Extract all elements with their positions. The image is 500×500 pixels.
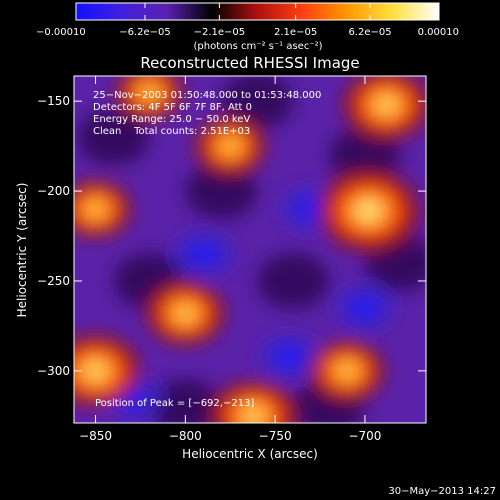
annotation-counts: Clean Total counts: 2.51E+03: [93, 126, 250, 137]
peak-position-label: Position of Peak = [−692,−213]: [95, 398, 254, 409]
colorbar-tick-label: −0.00010: [36, 27, 86, 38]
colorbar-tick-label: 6.2e−05: [348, 27, 391, 38]
y-tick-label: −300: [37, 364, 70, 378]
y-tick-label: −250: [37, 274, 70, 288]
x-tick-label: −800: [169, 429, 202, 443]
colorbar-tick-label: −2.1e−05: [194, 27, 246, 38]
x-tick-label: −750: [259, 429, 292, 443]
chart-title: Reconstructed RHESSI Image: [140, 54, 359, 72]
colorbar-tick-label: 0.00010: [418, 27, 459, 38]
colorbar: −0.00010 −6.2e−05 −2.1e−05 2.1e−05 6.2e−05 0.…: [36, 2, 459, 52]
footer-date: 30−May−2013 14:27: [388, 486, 496, 497]
x-tick-label: −700: [348, 429, 381, 443]
axis-ticks: −850 −800 −750 −700 −150 −200 −250 −300: [37, 76, 426, 443]
y-tick-label: −200: [37, 184, 70, 198]
colorbar-gradient: [75, 2, 440, 21]
x-axis-label: Heliocentric X (arcsec): [182, 447, 318, 461]
heatmap-image: [74, 76, 426, 423]
annotation-energy-range: Energy Range: 25.0 − 50.0 keV: [93, 114, 250, 125]
y-axis-label: Heliocentric Y (arcsec): [15, 183, 29, 318]
y-tick-label: −150: [37, 94, 70, 108]
plot-area: −850 −800 −750 −700 −150 −200 −250 −300: [37, 75, 427, 443]
annotation-time-range: 25−Nov−2003 01:50:48.000 to 01:53:48.000: [93, 90, 321, 101]
plot-frame: [73, 75, 427, 424]
colorbar-unit-label: (photons cm⁻² s⁻¹ asec⁻²): [193, 41, 322, 52]
colorbar-tick-label: −6.2e−05: [119, 27, 171, 38]
annotation-detectors: Detectors: 4F 5F 6F 7F 8F, Att 0: [93, 102, 252, 113]
x-tick-label: −850: [79, 429, 112, 443]
colorbar-ticks: −0.00010 −6.2e−05 −2.1e−05 2.1e−05 6.2e−05 0.…: [36, 3, 459, 38]
annotation-block: 25−Nov−2003 01:50:48.000 to 01:53:48.000…: [93, 90, 321, 137]
colorbar-tick-label: 2.1e−05: [274, 27, 317, 38]
